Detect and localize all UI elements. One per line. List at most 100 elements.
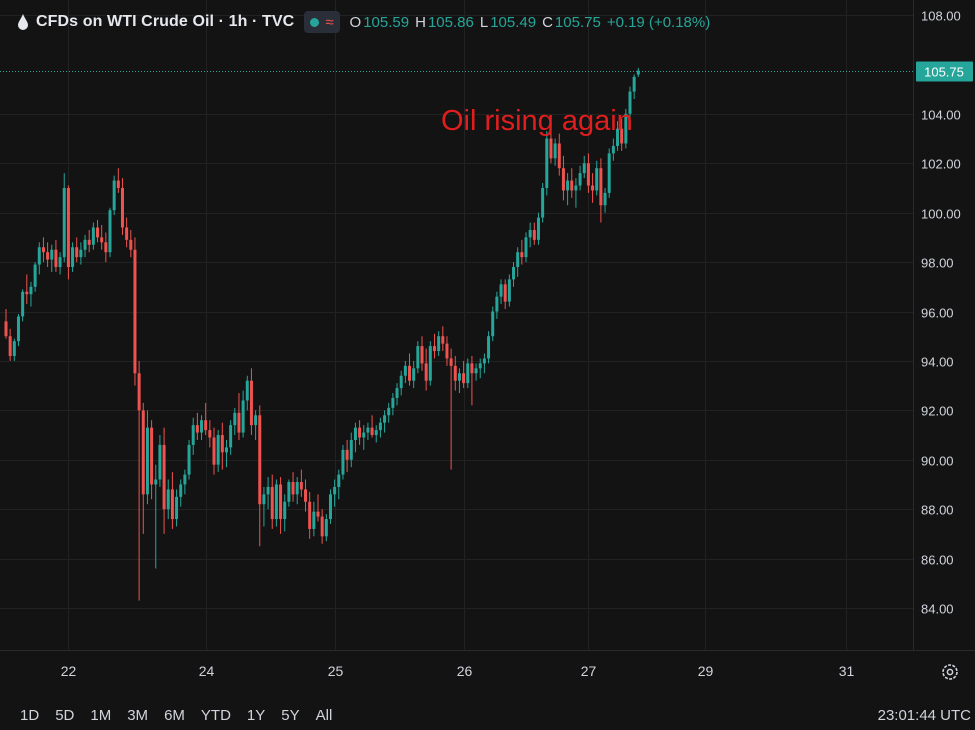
candle [71,242,75,272]
symbol-legend[interactable]: CFDs on WTI Crude Oil · 1h · TVC ≈ O 105… [16,10,714,34]
range-1m-button[interactable]: 1M [90,706,112,724]
candle [374,425,378,443]
time-tick-label: 25 [328,663,344,679]
candle [179,479,183,507]
range-6m-button[interactable]: 6M [164,706,185,724]
candle [416,341,420,374]
candle [220,422,224,470]
candle [570,168,574,198]
candle [387,402,391,423]
price-tick-label: 108.00 [921,9,961,24]
oil-drop-icon [18,14,28,30]
close-value: 105.75 [554,13,601,31]
candle [532,222,536,245]
candle [175,489,179,527]
candle [358,420,362,445]
low-label: L [479,13,489,31]
candle [507,274,511,307]
candle [274,479,278,527]
range-1y-button[interactable]: 1Y [246,706,266,724]
candle [287,479,291,507]
candle [466,358,470,389]
candle [4,309,8,339]
candle [574,178,578,208]
candle [212,427,216,475]
candle [16,313,20,347]
price-tick-label: 100.00 [921,207,961,222]
candle [520,239,524,265]
candle [408,353,412,386]
candle [200,415,204,440]
settings-button[interactable] [938,660,962,684]
candle [545,131,549,196]
candle [62,173,66,263]
time-tick-label: 29 [698,663,714,679]
price-tick-label: 86.00 [921,553,954,568]
candle [437,331,441,356]
candle [12,338,16,361]
time-tick-label: 31 [839,663,855,679]
candle [291,472,295,502]
candle [586,153,590,193]
symbol-title[interactable]: CFDs on WTI Crude Oil · 1h · TVC [36,13,295,30]
high-label: H [415,13,426,31]
candle [25,274,29,305]
last-price-marker: 105.75 [0,61,973,82]
time-tick-label: 26 [457,663,473,679]
candle [503,279,507,310]
candle [29,281,33,307]
candle [499,279,503,305]
candle [599,158,603,223]
candle [195,412,199,440]
candle [495,291,499,319]
candle [224,439,228,468]
range-5d-button[interactable]: 5D [55,706,75,724]
range-ytd-button[interactable]: YTD [200,706,231,724]
candle [233,407,237,436]
candle [187,439,191,480]
candle [54,239,58,272]
candle [636,67,640,78]
candle [137,360,141,601]
candle [295,477,299,505]
candle [424,348,428,391]
candle [241,390,245,438]
bottom-toolbar: 1D 5D 1M 3M 6M YTD 1Y 5Y All 23:01:44 UT… [0,700,975,730]
candle [208,420,212,448]
time-tick-label: 24 [199,663,215,679]
candle [75,237,79,263]
candle [254,410,258,440]
candle [145,410,149,505]
price-tick-label: 92.00 [921,404,954,419]
candle [512,262,516,287]
candle [166,479,170,520]
range-1d-button[interactable]: 1D [20,706,40,724]
candle [628,86,632,119]
candle [216,430,220,473]
candle [96,220,100,243]
candle [399,370,403,396]
candle [270,474,274,529]
candle [566,173,570,206]
candle [120,178,124,235]
range-5y-button[interactable]: 5Y [281,706,300,724]
range-3m-button[interactable]: 3M [127,706,149,724]
range-all-button[interactable]: All [315,706,333,724]
candle [37,242,41,275]
candle [320,509,324,544]
status-pill[interactable]: ≈ [304,11,340,33]
candle [204,402,208,436]
candle [266,477,270,510]
candle [46,242,50,268]
utc-clock[interactable]: 23:01:44 UTC [877,706,971,724]
candle [299,469,303,497]
low-value: 105.49 [490,13,537,31]
candle [616,121,620,151]
candle [474,363,478,381]
candle [158,435,162,487]
candle [541,183,545,223]
price-tick-label: 90.00 [921,454,954,469]
candle [237,393,241,440]
